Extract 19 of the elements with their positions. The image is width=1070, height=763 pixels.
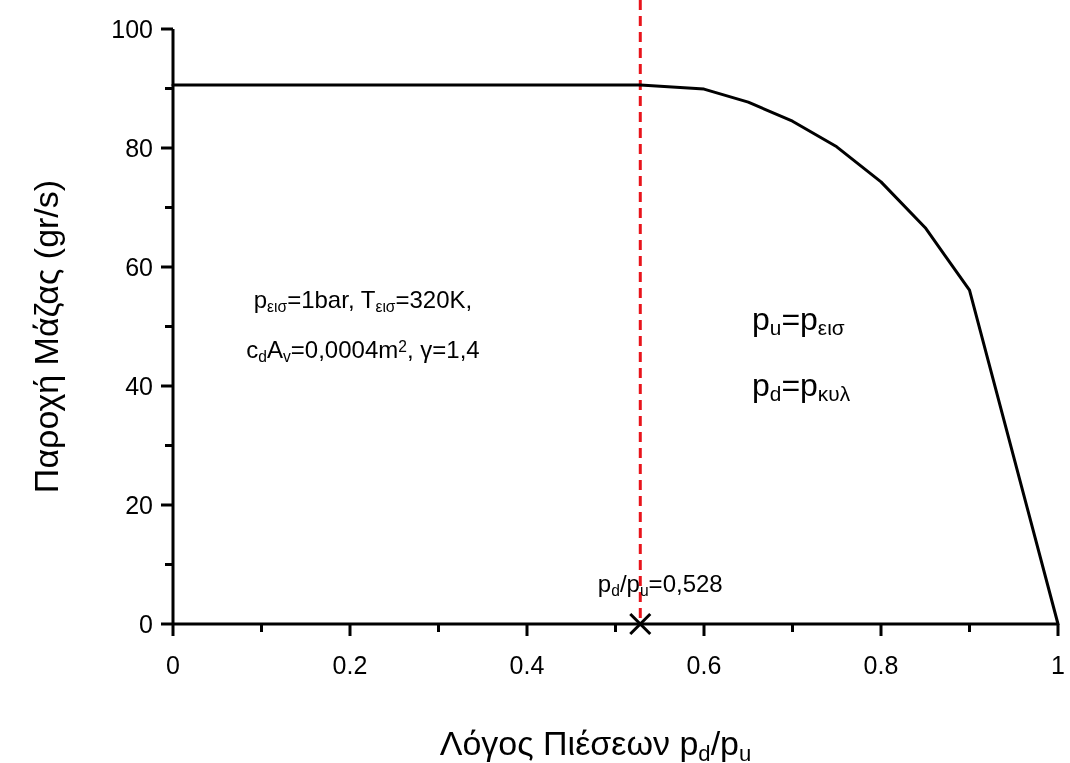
annotation: p$_{d}$=p$_{κυλ}$ [752, 367, 851, 406]
x-axis-title: Λόγος Πιέσεων p$_{d}$/p$_{u}$ [439, 724, 752, 763]
annotation: c$_{d}$A$_{v}$=0,0004m$^{2}$, γ=1,4 [246, 336, 480, 365]
annotation: p$_{u}$=p$_{εισ}$ [752, 301, 845, 340]
x-tick-label: 0.2 [332, 651, 368, 679]
annotation: p$_{εισ}$=1bar, T$_{εισ}$=320K, [253, 286, 473, 315]
x-tick-label: 0 [166, 651, 180, 679]
y-tick-label: 80 [125, 134, 153, 162]
x-tick-label: 0.8 [863, 651, 899, 679]
x-tick-label: 0.4 [509, 651, 545, 679]
y-tick-label: 60 [125, 253, 153, 281]
y-tick-label: 40 [125, 372, 153, 400]
x-tick-label: 0.6 [686, 651, 722, 679]
ref-line-label: p$_{d}$/p$_{u}$=0,528 [597, 570, 723, 599]
y-tick-label: 0 [139, 610, 153, 638]
y-tick-label: 100 [111, 15, 153, 43]
y-axis-title: Παροχή Μάζας (gr/s) [27, 179, 65, 494]
y-tick-label: 20 [125, 491, 153, 519]
x-tick-label: 1 [1051, 651, 1065, 679]
